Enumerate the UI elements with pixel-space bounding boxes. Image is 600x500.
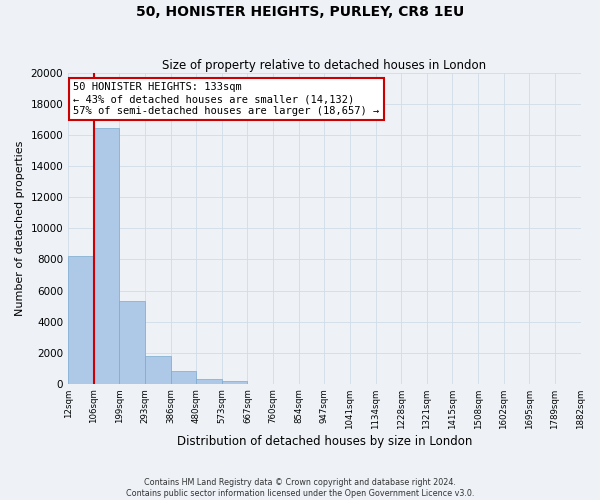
Bar [145,356,170,384]
Title: Size of property relative to detached houses in London: Size of property relative to detached ho… [162,59,487,72]
Text: 50 HONISTER HEIGHTS: 133sqm
← 43% of detached houses are smaller (14,132)
57% of: 50 HONISTER HEIGHTS: 133sqm ← 43% of det… [73,82,380,116]
Bar [94,128,119,384]
Bar [119,302,145,384]
Text: Contains HM Land Registry data © Crown copyright and database right 2024.
Contai: Contains HM Land Registry data © Crown c… [126,478,474,498]
Bar [196,379,222,384]
Y-axis label: Number of detached properties: Number of detached properties [15,141,25,316]
X-axis label: Distribution of detached houses by size in London: Distribution of detached houses by size … [176,434,472,448]
Text: 50, HONISTER HEIGHTS, PURLEY, CR8 1EU: 50, HONISTER HEIGHTS, PURLEY, CR8 1EU [136,5,464,19]
Bar [222,380,247,384]
Bar [68,256,94,384]
Bar [170,372,196,384]
